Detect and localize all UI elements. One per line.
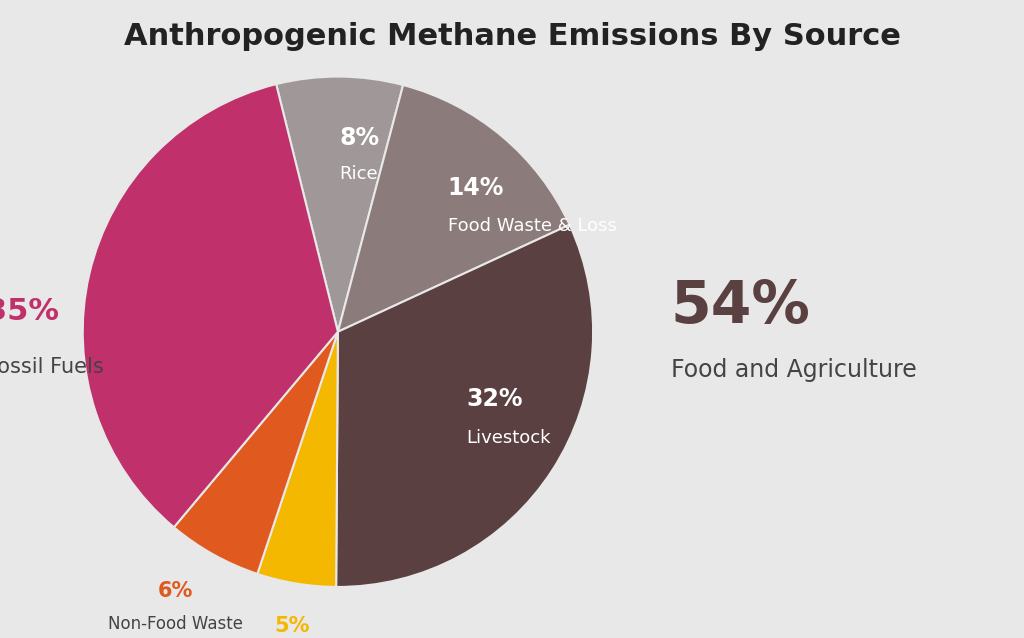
Text: 8%: 8% [339,126,379,150]
Text: Food and Agriculture: Food and Agriculture [671,358,916,382]
Wedge shape [338,85,569,332]
Wedge shape [174,332,338,574]
Text: Non-Food Waste: Non-Food Waste [109,615,244,633]
Text: Rice: Rice [339,165,378,182]
Text: Fossil Fuels: Fossil Fuels [0,357,103,378]
Wedge shape [257,332,338,587]
Text: 14%: 14% [447,176,504,200]
Text: Food Waste & Loss: Food Waste & Loss [447,218,616,235]
Text: 54%: 54% [671,278,811,335]
Wedge shape [83,84,338,527]
Wedge shape [336,225,593,587]
Text: Anthropogenic Methane Emissions By Source: Anthropogenic Methane Emissions By Sourc… [124,22,900,51]
Text: Livestock: Livestock [467,429,551,447]
Wedge shape [276,77,403,332]
Text: 35%: 35% [0,297,58,326]
Text: 5%: 5% [274,616,310,636]
Text: 32%: 32% [467,387,523,412]
Text: 6%: 6% [158,581,194,601]
